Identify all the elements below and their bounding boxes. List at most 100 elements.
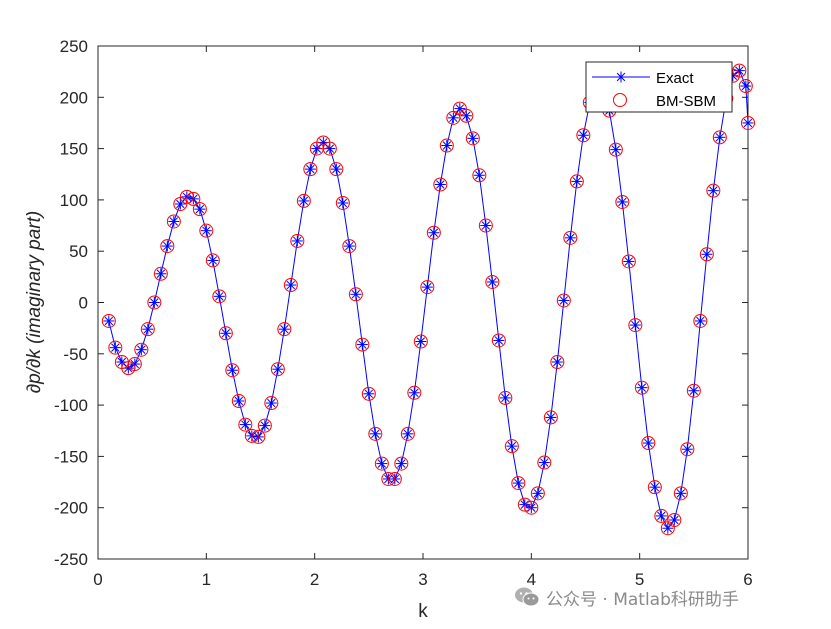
exact-point bbox=[441, 140, 453, 152]
bm-sbm-point bbox=[413, 334, 428, 349]
bm-sbm-point bbox=[303, 162, 318, 177]
plot-area bbox=[97, 45, 749, 560]
exact-point bbox=[707, 185, 719, 197]
bm-sbm-point bbox=[732, 63, 747, 78]
exact-point bbox=[148, 297, 160, 308]
exact-point bbox=[545, 411, 557, 423]
bm-sbm-point bbox=[433, 177, 448, 192]
exact-point bbox=[265, 397, 277, 409]
legend-exact-label: Exact bbox=[656, 70, 694, 87]
exact-point bbox=[512, 477, 524, 489]
y-tick-label: 100 bbox=[60, 191, 88, 210]
bm-sbm-point bbox=[238, 417, 253, 432]
bm-sbm-point bbox=[342, 239, 357, 254]
exact-point bbox=[714, 131, 726, 143]
exact-point bbox=[103, 315, 115, 327]
watermark: 公众号 · Matlab科研助手 bbox=[514, 584, 739, 610]
bm-sbm-point bbox=[251, 429, 266, 444]
bm-sbm-point bbox=[192, 202, 207, 217]
bm-sbm-point bbox=[186, 191, 201, 206]
exact-point bbox=[454, 103, 466, 115]
bm-sbm-point bbox=[426, 225, 441, 240]
exact-point bbox=[675, 487, 687, 499]
bm-sbm-point bbox=[329, 162, 344, 177]
bm-sbm-point bbox=[166, 214, 181, 229]
bm-sbm-point bbox=[205, 253, 220, 268]
legend-box bbox=[585, 61, 733, 113]
bm-sbm-point bbox=[218, 326, 233, 341]
bm-sbm-point bbox=[231, 393, 246, 408]
bm-sbm-point bbox=[225, 363, 240, 378]
exact-point bbox=[369, 428, 381, 440]
bm-sbm-point bbox=[556, 293, 571, 308]
bm-sbm-point bbox=[550, 355, 565, 370]
y-tick-label: 250 bbox=[60, 37, 88, 56]
x-tick-label: 4 bbox=[527, 570, 536, 589]
bm-sbm-point bbox=[387, 471, 402, 486]
bm-sbm-point bbox=[361, 386, 376, 401]
bm-sbm-point bbox=[244, 428, 259, 443]
bm-sbm-point bbox=[712, 130, 727, 145]
exact-point bbox=[742, 117, 754, 129]
x-tick-label: 3 bbox=[418, 570, 427, 589]
bm-sbm-point bbox=[491, 333, 506, 348]
y-tick-label: -200 bbox=[54, 499, 88, 518]
bm-sbm-point bbox=[394, 456, 409, 471]
exact-point bbox=[558, 294, 570, 306]
bm-sbm-point bbox=[264, 396, 279, 411]
x-tick-label: 1 bbox=[202, 570, 211, 589]
exact-point bbox=[493, 334, 505, 346]
bm-sbm-point bbox=[511, 476, 526, 491]
exact-point bbox=[207, 254, 219, 266]
x-tick-label: 2 bbox=[310, 570, 319, 589]
exact-point bbox=[155, 268, 167, 280]
bm-sbm-point bbox=[654, 508, 669, 523]
exact-point bbox=[220, 327, 232, 339]
y-tick-label: 150 bbox=[60, 140, 88, 159]
exact-point bbox=[428, 227, 440, 239]
bm-sbm-point bbox=[517, 497, 532, 512]
exact-point bbox=[467, 132, 479, 144]
bm-sbm-point bbox=[179, 189, 194, 204]
bm-sbm-point bbox=[368, 426, 383, 441]
bm-sbm-point bbox=[641, 436, 656, 451]
exact-point bbox=[460, 110, 472, 122]
bm-sbm-point bbox=[374, 456, 389, 471]
bm-sbm-point bbox=[472, 168, 487, 183]
legend[interactable]: Exact BM-SBM bbox=[585, 61, 733, 113]
bm-sbm-point bbox=[478, 218, 493, 233]
legend-exact-asterisk-icon bbox=[615, 71, 627, 83]
bm-sbm-point bbox=[741, 115, 755, 130]
x-tick-label: 6 bbox=[743, 570, 752, 589]
exact-point bbox=[447, 112, 459, 124]
bm-sbm-point bbox=[270, 362, 285, 377]
bm-sbm-point bbox=[101, 313, 116, 328]
bm-sbm-point bbox=[420, 280, 435, 295]
legend-bmsbm-label: BM-SBM bbox=[656, 93, 716, 110]
exact-point bbox=[733, 65, 745, 77]
exact-point bbox=[681, 443, 693, 455]
exact-point bbox=[272, 363, 284, 375]
axes-box bbox=[97, 45, 749, 560]
exact-point bbox=[239, 419, 251, 431]
bm-sbm-point bbox=[628, 318, 643, 333]
bm-sbm-point bbox=[257, 418, 272, 433]
bm-sbm-point bbox=[465, 131, 480, 146]
y-tick-label: -150 bbox=[54, 447, 88, 466]
exact-point bbox=[135, 344, 147, 356]
bm-sbm-point bbox=[283, 278, 298, 293]
bm-sbm-point bbox=[140, 322, 155, 337]
exact-point bbox=[694, 315, 706, 327]
exact-point bbox=[278, 323, 290, 335]
exact-point bbox=[532, 487, 544, 499]
bm-sbm-point bbox=[738, 79, 753, 94]
exact-point bbox=[486, 276, 498, 288]
exact-point bbox=[200, 225, 212, 237]
bm-sbm-point bbox=[498, 390, 513, 405]
bm-sbm-point bbox=[530, 486, 545, 501]
bm-sbm-point bbox=[563, 230, 578, 245]
bm-sbm-point bbox=[199, 223, 214, 238]
series-exact-line bbox=[108, 69, 749, 530]
bm-sbm-point bbox=[296, 193, 311, 208]
y-tick-label: 0 bbox=[79, 294, 88, 313]
